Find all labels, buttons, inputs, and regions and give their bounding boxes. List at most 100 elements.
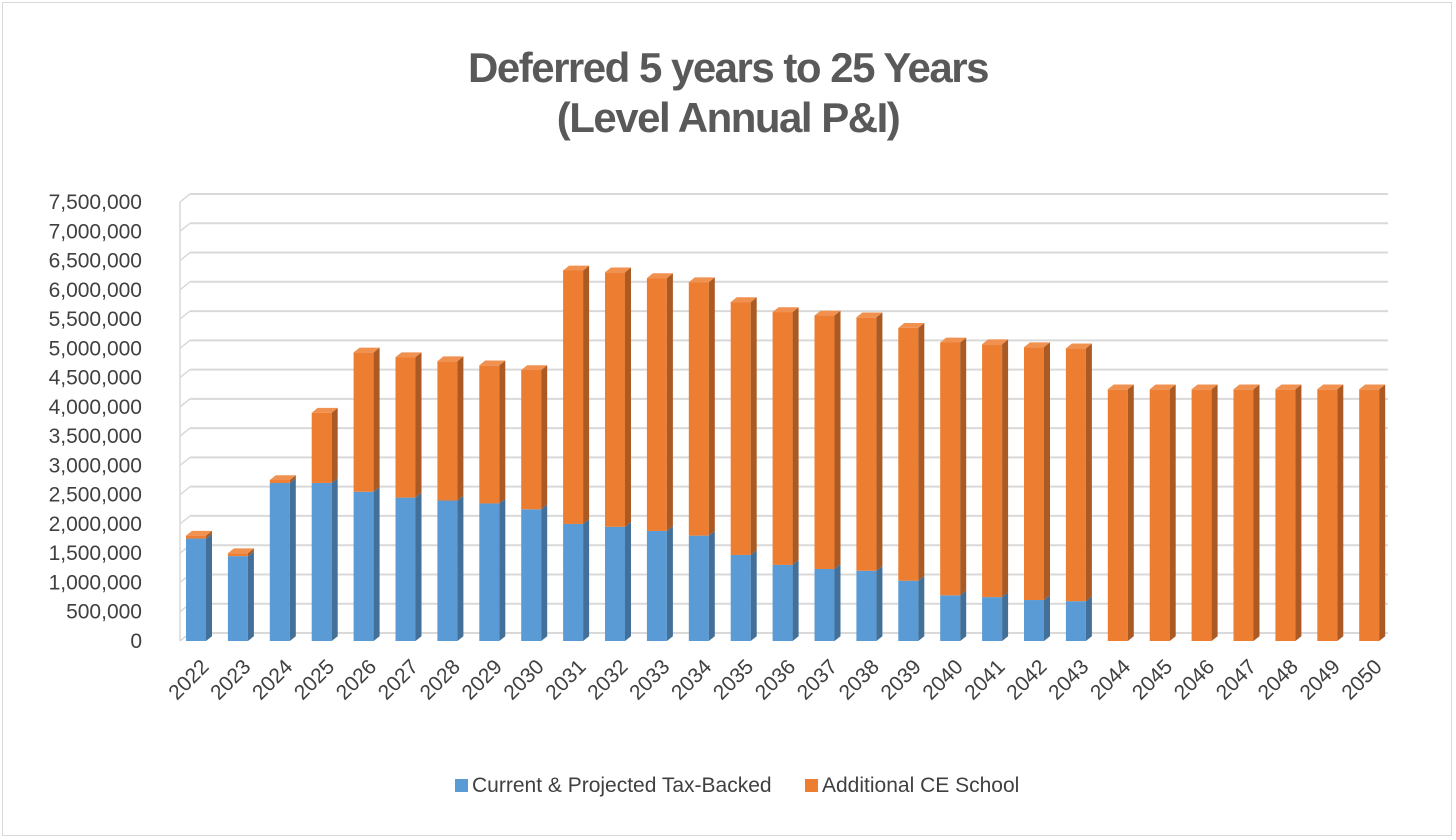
bar-side <box>1085 343 1092 602</box>
bar-segment <box>982 592 1009 641</box>
y-axis-tick-labels: 0 500,000 1,000,000 1,500,000 2,000,000 2,500… <box>49 191 142 653</box>
bar-top <box>772 307 799 313</box>
bar-side <box>1211 384 1218 641</box>
bar-side <box>1337 384 1344 641</box>
bar-top <box>563 265 590 271</box>
bar-side <box>1002 339 1009 598</box>
bar-segment <box>227 548 254 557</box>
bar-front <box>353 491 374 641</box>
bar-segment <box>1149 384 1176 641</box>
bar-front <box>227 556 248 641</box>
bar-top <box>227 548 254 554</box>
chart-title-line-1: Deferred 5 years to 25 Years <box>468 44 989 91</box>
bar-side <box>541 504 548 641</box>
legend: Current & Projected Tax-Backed Additional… <box>455 774 1019 797</box>
bar-front <box>1191 389 1212 641</box>
x-tick-label: 2024 <box>248 655 298 705</box>
x-tick-label: 2047 <box>1212 655 1261 704</box>
bar-side <box>499 360 506 504</box>
bar-side <box>583 265 590 524</box>
bar-segment <box>814 564 841 641</box>
bar-front <box>479 365 500 504</box>
y-tick-label: 1,500,000 <box>49 542 142 565</box>
bar-side <box>960 337 967 596</box>
bar-segment <box>395 352 422 498</box>
x-tick-label: 2042 <box>1002 655 1051 704</box>
bar-segment <box>437 495 464 641</box>
legend-label: Additional CE School <box>822 774 1019 797</box>
bar-segment <box>688 277 715 536</box>
bar-front <box>479 503 500 641</box>
x-tick-label: 2049 <box>1296 655 1345 704</box>
bar-segment <box>730 297 757 555</box>
bar-front <box>646 278 667 531</box>
x-tick-label: 2023 <box>206 655 255 704</box>
gridline-connector <box>179 456 191 466</box>
bar-side <box>1044 595 1050 641</box>
bar-front <box>1359 389 1380 641</box>
bar-top <box>1065 343 1092 349</box>
x-tick-label: 2036 <box>751 655 800 704</box>
bar-segment <box>1359 384 1386 641</box>
bar-side <box>876 565 883 641</box>
x-tick-label: 2050 <box>1337 655 1386 704</box>
x-tick-label: 2045 <box>1128 655 1177 704</box>
bar-side <box>415 492 422 641</box>
y-tick-label: 5,500,000 <box>49 308 142 331</box>
gridline-connector <box>179 251 191 262</box>
bar-segment <box>269 478 296 641</box>
bar-segment <box>1065 343 1092 602</box>
bar-side <box>1169 384 1176 641</box>
bar-front <box>269 480 290 483</box>
bar-segment <box>311 407 338 483</box>
bar-top <box>1107 384 1134 390</box>
bar-front <box>898 580 919 641</box>
bar-segment <box>353 486 380 641</box>
bar-front <box>1024 600 1044 641</box>
bar-side <box>1085 596 1092 641</box>
bar-front <box>186 538 206 641</box>
bar-side <box>331 478 338 641</box>
y-tick-label: 7,000,000 <box>49 220 142 243</box>
bar-front <box>395 357 416 498</box>
legend-swatch <box>805 779 818 792</box>
bar-side <box>206 533 212 641</box>
x-tick-label: 2032 <box>583 655 632 704</box>
bar-front <box>437 500 458 641</box>
x-tick-label: 2037 <box>793 655 842 704</box>
x-tick-label: 2039 <box>877 655 926 704</box>
bar-side <box>1379 384 1386 641</box>
bar-top <box>437 356 464 362</box>
bar-front <box>814 315 835 570</box>
bar-front <box>730 554 751 641</box>
bar-front <box>898 327 919 581</box>
bar-side <box>541 365 548 510</box>
y-tick-label: 500,000 <box>66 601 142 624</box>
chart-title-line-2: (Level Annual P&I) <box>556 94 901 141</box>
bar-segment <box>563 519 590 641</box>
x-tick-label: 2043 <box>1044 655 1093 704</box>
bar-front <box>940 342 961 596</box>
bar-top <box>646 273 673 279</box>
bar-front <box>311 482 332 641</box>
bar-top <box>940 337 967 343</box>
bar-segment <box>1024 342 1050 601</box>
bar-segment <box>521 365 548 510</box>
bar-segment <box>186 530 212 539</box>
bar-front <box>563 523 584 641</box>
bar-side <box>918 575 925 641</box>
legend-swatch <box>455 779 468 792</box>
bar-front <box>353 352 374 492</box>
gridline-connector <box>179 339 191 349</box>
bar-segment <box>814 310 841 570</box>
bar-side <box>625 267 631 527</box>
y-tick-label: 5,000,000 <box>49 337 142 360</box>
bar-side <box>289 475 296 483</box>
bars <box>186 265 1386 641</box>
bar-front <box>1107 389 1128 641</box>
bar-front <box>1149 389 1170 641</box>
bar-segment <box>898 575 925 641</box>
bar-side <box>1002 592 1009 641</box>
bar-top <box>186 530 212 536</box>
bar-side <box>960 590 967 641</box>
